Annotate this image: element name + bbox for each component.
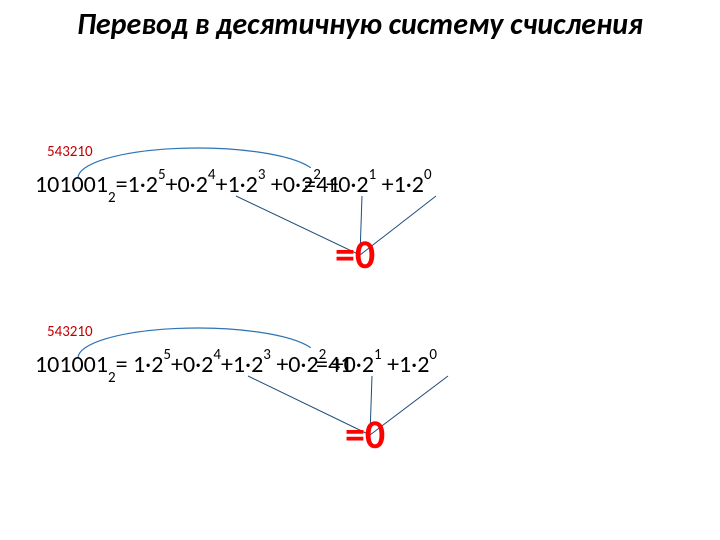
converge-lines-2 bbox=[0, 0, 720, 540]
result-eq0-2: =0 bbox=[345, 410, 385, 459]
